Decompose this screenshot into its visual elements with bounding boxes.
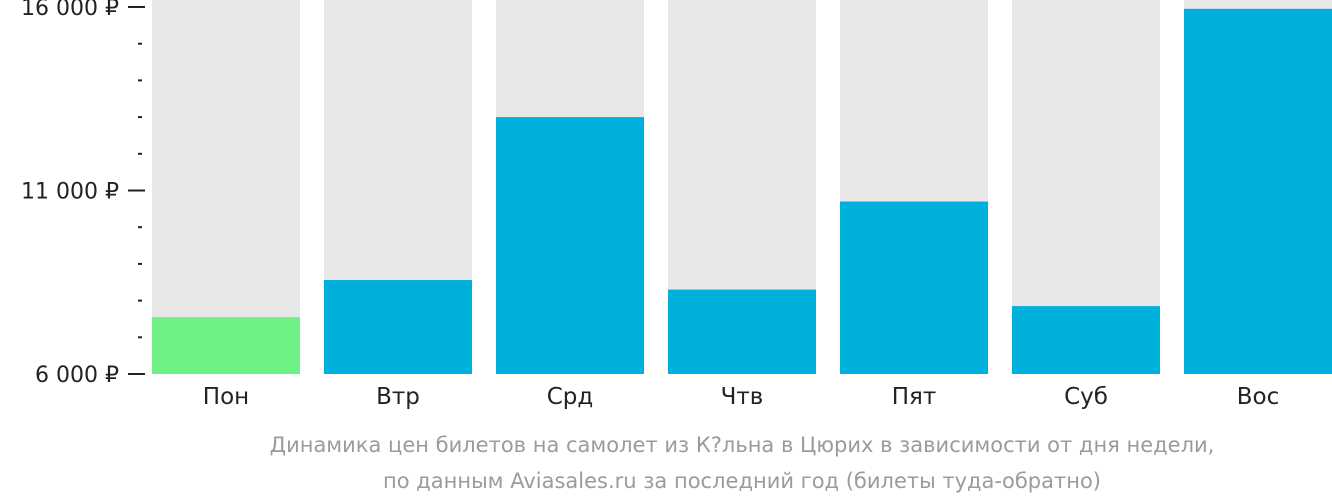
- x-tick-label-5: Пят: [892, 384, 937, 410]
- y-tick-label-3: 6 000 ₽: [35, 363, 119, 388]
- y-tick-label-1: 16 000 ₽: [21, 0, 119, 21]
- y-axis: 16 000 ₽ 11 000 ₽ 6 000 ₽: [21, 0, 145, 388]
- bars-layer: [152, 0, 1332, 375]
- bar-7[interactable]: [1184, 8, 1332, 375]
- x-tick-label-3: Срд: [547, 384, 594, 410]
- x-tick-label-7: Вос: [1237, 384, 1280, 410]
- bar-6[interactable]: [1012, 306, 1160, 374]
- bar-3[interactable]: [496, 117, 644, 374]
- y-tick-label-2: 11 000 ₽: [21, 180, 119, 205]
- x-tick-label-6: Суб: [1064, 384, 1108, 410]
- bar-2[interactable]: [324, 280, 472, 374]
- caption-line-1: Динамика цен билетов на самолет из К?льн…: [270, 433, 1215, 457]
- bar-1[interactable]: [152, 317, 300, 374]
- bar-background-1: [152, 0, 300, 374]
- bar-5[interactable]: [840, 201, 988, 374]
- x-tick-label-1: Пон: [203, 384, 249, 410]
- x-axis: Пон Втр Срд Чтв Пят Суб Вос: [203, 384, 1279, 410]
- caption-line-2: по данным Aviasales.ru за последний год …: [383, 469, 1101, 493]
- chart-caption: Динамика цен билетов на самолет из К?льн…: [270, 433, 1215, 493]
- x-tick-label-4: Чтв: [721, 384, 764, 410]
- x-tick-label-2: Втр: [376, 384, 420, 410]
- bar-4[interactable]: [668, 289, 816, 374]
